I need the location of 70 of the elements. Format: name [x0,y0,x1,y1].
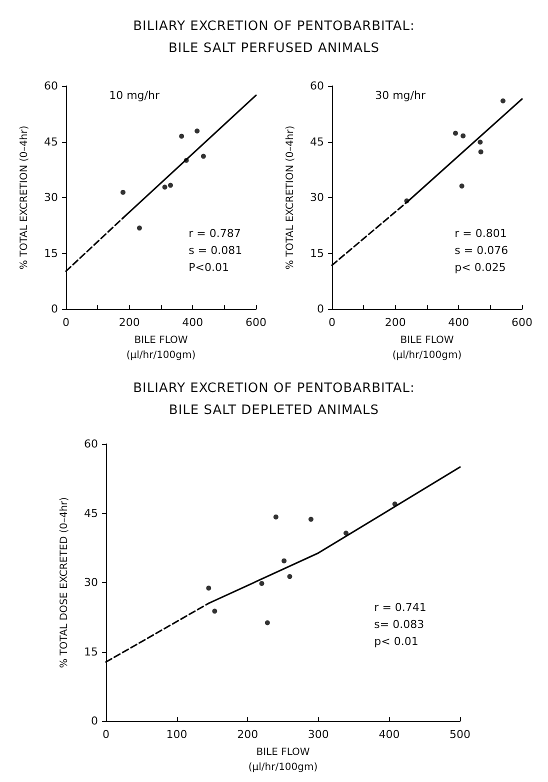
x-tick-label: 400 [448,316,470,330]
point [500,98,506,104]
y-axis-title: % TOTAL EXCRETION (0–4hr) [19,126,30,270]
point [136,226,142,231]
x-tick-label: 400 [182,316,204,330]
x-tick-label: 600 [246,316,266,330]
point [212,608,218,614]
y-tick-label: 0 [317,302,324,316]
x-axis-title: BILE FLOW (µl/hr/100gm) [392,335,462,361]
x-tick-label: 0 [62,316,70,330]
annotation: r = 0.741 [374,601,426,614]
point [308,516,314,522]
y-tick-label: 60 [84,438,98,450]
y-tick-label: 15 [44,246,58,260]
y-tick-label: 45 [44,135,58,148]
y-tick-label: 60 [310,80,324,92]
point [162,184,168,190]
y-tick-label: 60 [44,80,58,92]
point [168,182,173,188]
y-axis-title: % TOTAL EXCRETION (0–4hr) [285,126,296,270]
point [287,574,292,580]
annotation: r = 0.787 [188,227,241,240]
x-tick-label: 0 [102,728,110,742]
x-tick-label: 500 [450,728,470,742]
point [264,620,270,626]
y-tick-label: 15 [310,246,324,260]
point [282,558,287,564]
y-tick-label: 30 [44,191,58,204]
chart-title: BILIARY EXCRETION OF PENTOBARBITAL: BILE SALT PERFUSED ANIMALS [132,18,416,58]
x-tick-label: 400 [378,728,400,742]
annotation: 30 mg/hr [375,89,426,102]
y-tick-label: 0 [91,714,98,728]
point [179,134,184,139]
y-tick-label: 15 [84,645,98,658]
y-tick-label: 30 [310,191,324,204]
annotation: P<0.01 [188,261,229,274]
point [194,128,200,134]
x-axis-title: BILE FLOW (µl/hr/100gm) [248,747,318,773]
y-axis-title: % TOTAL DOSE EXCRETED (0–4hr) [59,496,70,668]
chart-title: BILIARY EXCRETION OF PENTOBARBITAL: BILE SALT DEPLETED ANIMALS [132,380,416,420]
point [459,184,464,189]
x-tick-label: 200 [118,316,140,330]
point [200,154,206,159]
point [259,580,264,586]
annotation: s= 0.083 [374,618,424,631]
point [273,514,278,520]
point [460,133,466,138]
annotation: r = 0.801 [454,227,507,240]
point [120,190,126,195]
annotation: s = 0.076 [454,244,508,257]
point [453,130,458,136]
annotation: s = 0.081 [188,244,242,257]
x-tick-label: 200 [384,316,406,330]
annotation: p< 0.025 [454,261,506,274]
annotation: p< 0.01 [374,635,418,648]
y-tick-label: 0 [51,302,58,316]
point [478,149,484,154]
y-tick-label: 45 [84,506,98,520]
y-tick-label: 30 [84,576,98,590]
x-axis-title: BILE FLOW (µl/hr/100gm) [126,335,196,361]
x-tick-label: 600 [512,316,532,330]
point [344,530,349,536]
x-tick-label: 300 [308,728,329,742]
y-tick-label: 45 [310,135,324,148]
x-tick-label: 100 [166,728,188,742]
point [478,140,483,145]
x-tick-label: 200 [237,728,258,742]
point [206,586,212,591]
x-tick-label: 0 [328,316,336,330]
annotation: 10 mg/hr [109,89,160,102]
